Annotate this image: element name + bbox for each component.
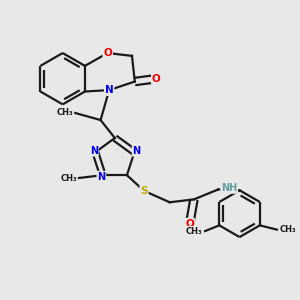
- Text: N: N: [97, 172, 105, 182]
- Text: O: O: [152, 74, 161, 84]
- Text: O: O: [185, 219, 194, 229]
- Text: CH₃: CH₃: [280, 225, 296, 234]
- Text: O: O: [103, 48, 112, 58]
- Text: CH₃: CH₃: [57, 108, 74, 117]
- Text: N: N: [90, 146, 98, 156]
- Text: S: S: [140, 186, 148, 196]
- Text: CH₃: CH₃: [186, 226, 202, 236]
- Text: NH: NH: [221, 183, 237, 193]
- Text: CH₃: CH₃: [61, 173, 77, 182]
- Text: N: N: [105, 85, 113, 95]
- Text: N: N: [133, 146, 141, 156]
